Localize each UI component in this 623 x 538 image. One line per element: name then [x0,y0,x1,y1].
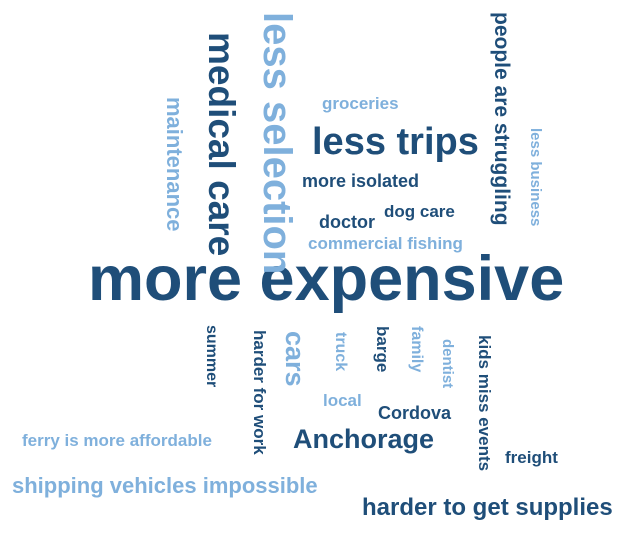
word-less-selection: less selection [255,12,299,275]
word-barge: barge [373,326,392,373]
word-dentist: dentist [439,339,456,389]
word-dog-care: dog care [384,202,455,221]
word-commercial-fishing: commercial fishing [308,234,463,253]
word-kids-miss-events: kids miss events [475,335,494,472]
word-more-isolated: more isolated [302,171,420,191]
word-doctor: doctor [319,212,375,232]
word-shipping-vehicles-impossible: shipping vehicles impossible [12,473,318,498]
word-freight: freight [505,448,558,467]
word-cars: cars [280,331,310,387]
word-less-trips: less trips [312,121,479,163]
word-more-expensive: more expensive [88,244,565,314]
word-medical-care: medical care [201,32,242,257]
word-family: family [408,326,425,373]
word-summer: summer [203,325,220,388]
word-harder-to-get-supplies: harder to get supplies [362,494,613,521]
word-less-business: less business [527,128,544,227]
word-cordova: Cordova [378,403,452,423]
word-people-are-struggling: people are struggling [490,12,513,226]
word-local: local [323,391,362,410]
word-maintenance: maintenance [162,97,187,232]
word-groceries: groceries [322,94,399,113]
word-anchorage: Anchorage [293,424,435,454]
word-harder-for-work: harder for work [250,330,269,455]
word-truck: truck [332,332,349,372]
word-ferry-is-more-affordable: ferry is more affordable [22,431,212,450]
